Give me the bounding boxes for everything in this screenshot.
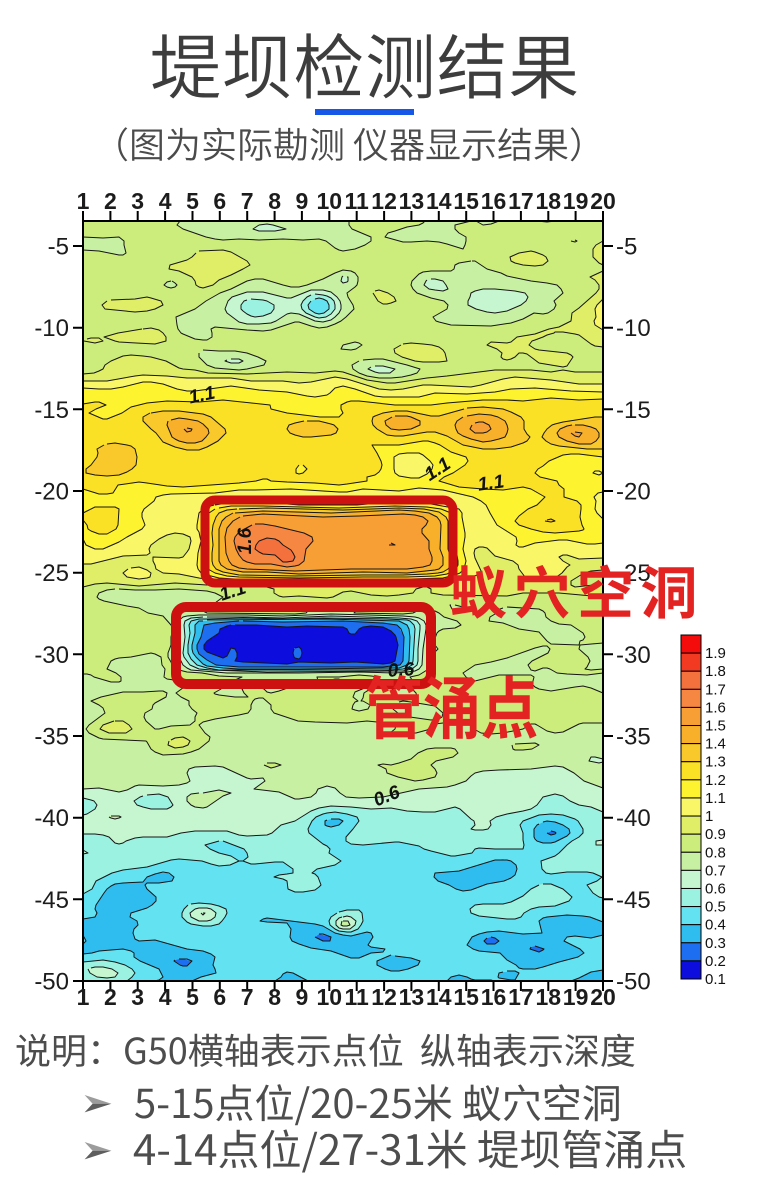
svg-text:10: 10 <box>317 188 343 214</box>
svg-text:-50: -50 <box>616 969 651 996</box>
svg-text:1.5: 1.5 <box>705 718 726 735</box>
svg-text:0.9: 0.9 <box>705 826 726 843</box>
svg-text:19: 19 <box>563 984 589 1010</box>
svg-text:12: 12 <box>371 188 397 214</box>
svg-text:-25: -25 <box>34 560 69 587</box>
svg-text:11: 11 <box>345 188 370 214</box>
svg-text:10: 10 <box>317 984 343 1010</box>
svg-text:18: 18 <box>536 984 562 1010</box>
svg-text:3: 3 <box>131 188 144 214</box>
svg-text:-35: -35 <box>34 724 69 751</box>
svg-text:19: 19 <box>563 188 589 214</box>
svg-text:9: 9 <box>296 188 309 214</box>
svg-text:0.8: 0.8 <box>705 844 726 861</box>
svg-text:13: 13 <box>399 188 425 214</box>
svg-text:-50: -50 <box>34 969 69 996</box>
svg-text:1.4: 1.4 <box>705 736 726 753</box>
svg-text:20: 20 <box>590 984 616 1010</box>
svg-text:2: 2 <box>104 984 117 1010</box>
svg-text:1.6: 1.6 <box>705 699 726 716</box>
svg-text:-20: -20 <box>34 479 69 506</box>
svg-text:2: 2 <box>104 188 117 214</box>
svg-text:18: 18 <box>536 188 562 214</box>
svg-text:16: 16 <box>481 984 507 1010</box>
svg-text:1.1: 1.1 <box>705 790 726 807</box>
svg-text:-20: -20 <box>616 479 651 506</box>
svg-text:5: 5 <box>186 188 199 214</box>
svg-text:16: 16 <box>481 188 507 214</box>
svg-text:-30: -30 <box>616 642 651 669</box>
svg-text:14: 14 <box>426 984 452 1010</box>
svg-text:-35: -35 <box>616 724 651 751</box>
svg-text:14: 14 <box>426 188 452 214</box>
svg-text:0.3: 0.3 <box>705 935 726 952</box>
svg-text:7: 7 <box>241 984 254 1010</box>
svg-text:17: 17 <box>508 984 534 1010</box>
svg-text:7: 7 <box>241 188 254 214</box>
svg-text:8: 8 <box>268 984 281 1010</box>
svg-text:9: 9 <box>296 984 309 1010</box>
svg-text:-45: -45 <box>616 887 651 914</box>
svg-text:-5: -5 <box>616 234 637 261</box>
svg-text:1.2: 1.2 <box>705 772 726 789</box>
svg-text:-10: -10 <box>616 315 651 342</box>
svg-text:1: 1 <box>77 188 90 214</box>
svg-text:-40: -40 <box>34 805 69 832</box>
svg-text:0.2: 0.2 <box>705 953 726 970</box>
svg-text:0.7: 0.7 <box>705 862 726 879</box>
svg-text:13: 13 <box>399 984 425 1010</box>
svg-text:1.6: 1.6 <box>235 527 256 554</box>
svg-text:6: 6 <box>213 984 226 1010</box>
svg-text:-5: -5 <box>48 234 69 261</box>
svg-text:12: 12 <box>371 984 397 1010</box>
svg-text:1.7: 1.7 <box>705 681 726 698</box>
svg-text:0.5: 0.5 <box>705 899 726 916</box>
svg-text:-10: -10 <box>34 315 69 342</box>
svg-text:0.4: 0.4 <box>705 917 726 934</box>
svg-text:20: 20 <box>590 188 616 214</box>
svg-text:-45: -45 <box>34 887 69 914</box>
svg-text:4: 4 <box>159 188 172 214</box>
svg-text:1: 1 <box>705 808 713 825</box>
svg-text:17: 17 <box>508 188 534 214</box>
svg-text:1.9: 1.9 <box>705 645 726 662</box>
svg-text:15: 15 <box>453 188 479 214</box>
svg-text:0.1: 0.1 <box>705 971 726 988</box>
svg-text:0.6: 0.6 <box>705 881 726 898</box>
svg-text:-15: -15 <box>616 397 651 424</box>
svg-text:-30: -30 <box>34 642 69 669</box>
svg-text:3: 3 <box>131 984 144 1010</box>
svg-text:0.6: 0.6 <box>387 659 415 682</box>
svg-text:1.3: 1.3 <box>705 754 726 771</box>
svg-text:1.8: 1.8 <box>705 663 726 680</box>
svg-text:-15: -15 <box>34 397 69 424</box>
svg-text:1.1: 1.1 <box>476 471 505 495</box>
svg-text:5: 5 <box>186 984 199 1010</box>
svg-text:-40: -40 <box>616 805 651 832</box>
svg-text:11: 11 <box>345 984 370 1010</box>
svg-text:15: 15 <box>453 984 479 1010</box>
svg-text:4: 4 <box>159 984 172 1010</box>
svg-text:1: 1 <box>77 984 90 1010</box>
svg-text:8: 8 <box>268 188 281 214</box>
svg-text:6: 6 <box>213 188 226 214</box>
